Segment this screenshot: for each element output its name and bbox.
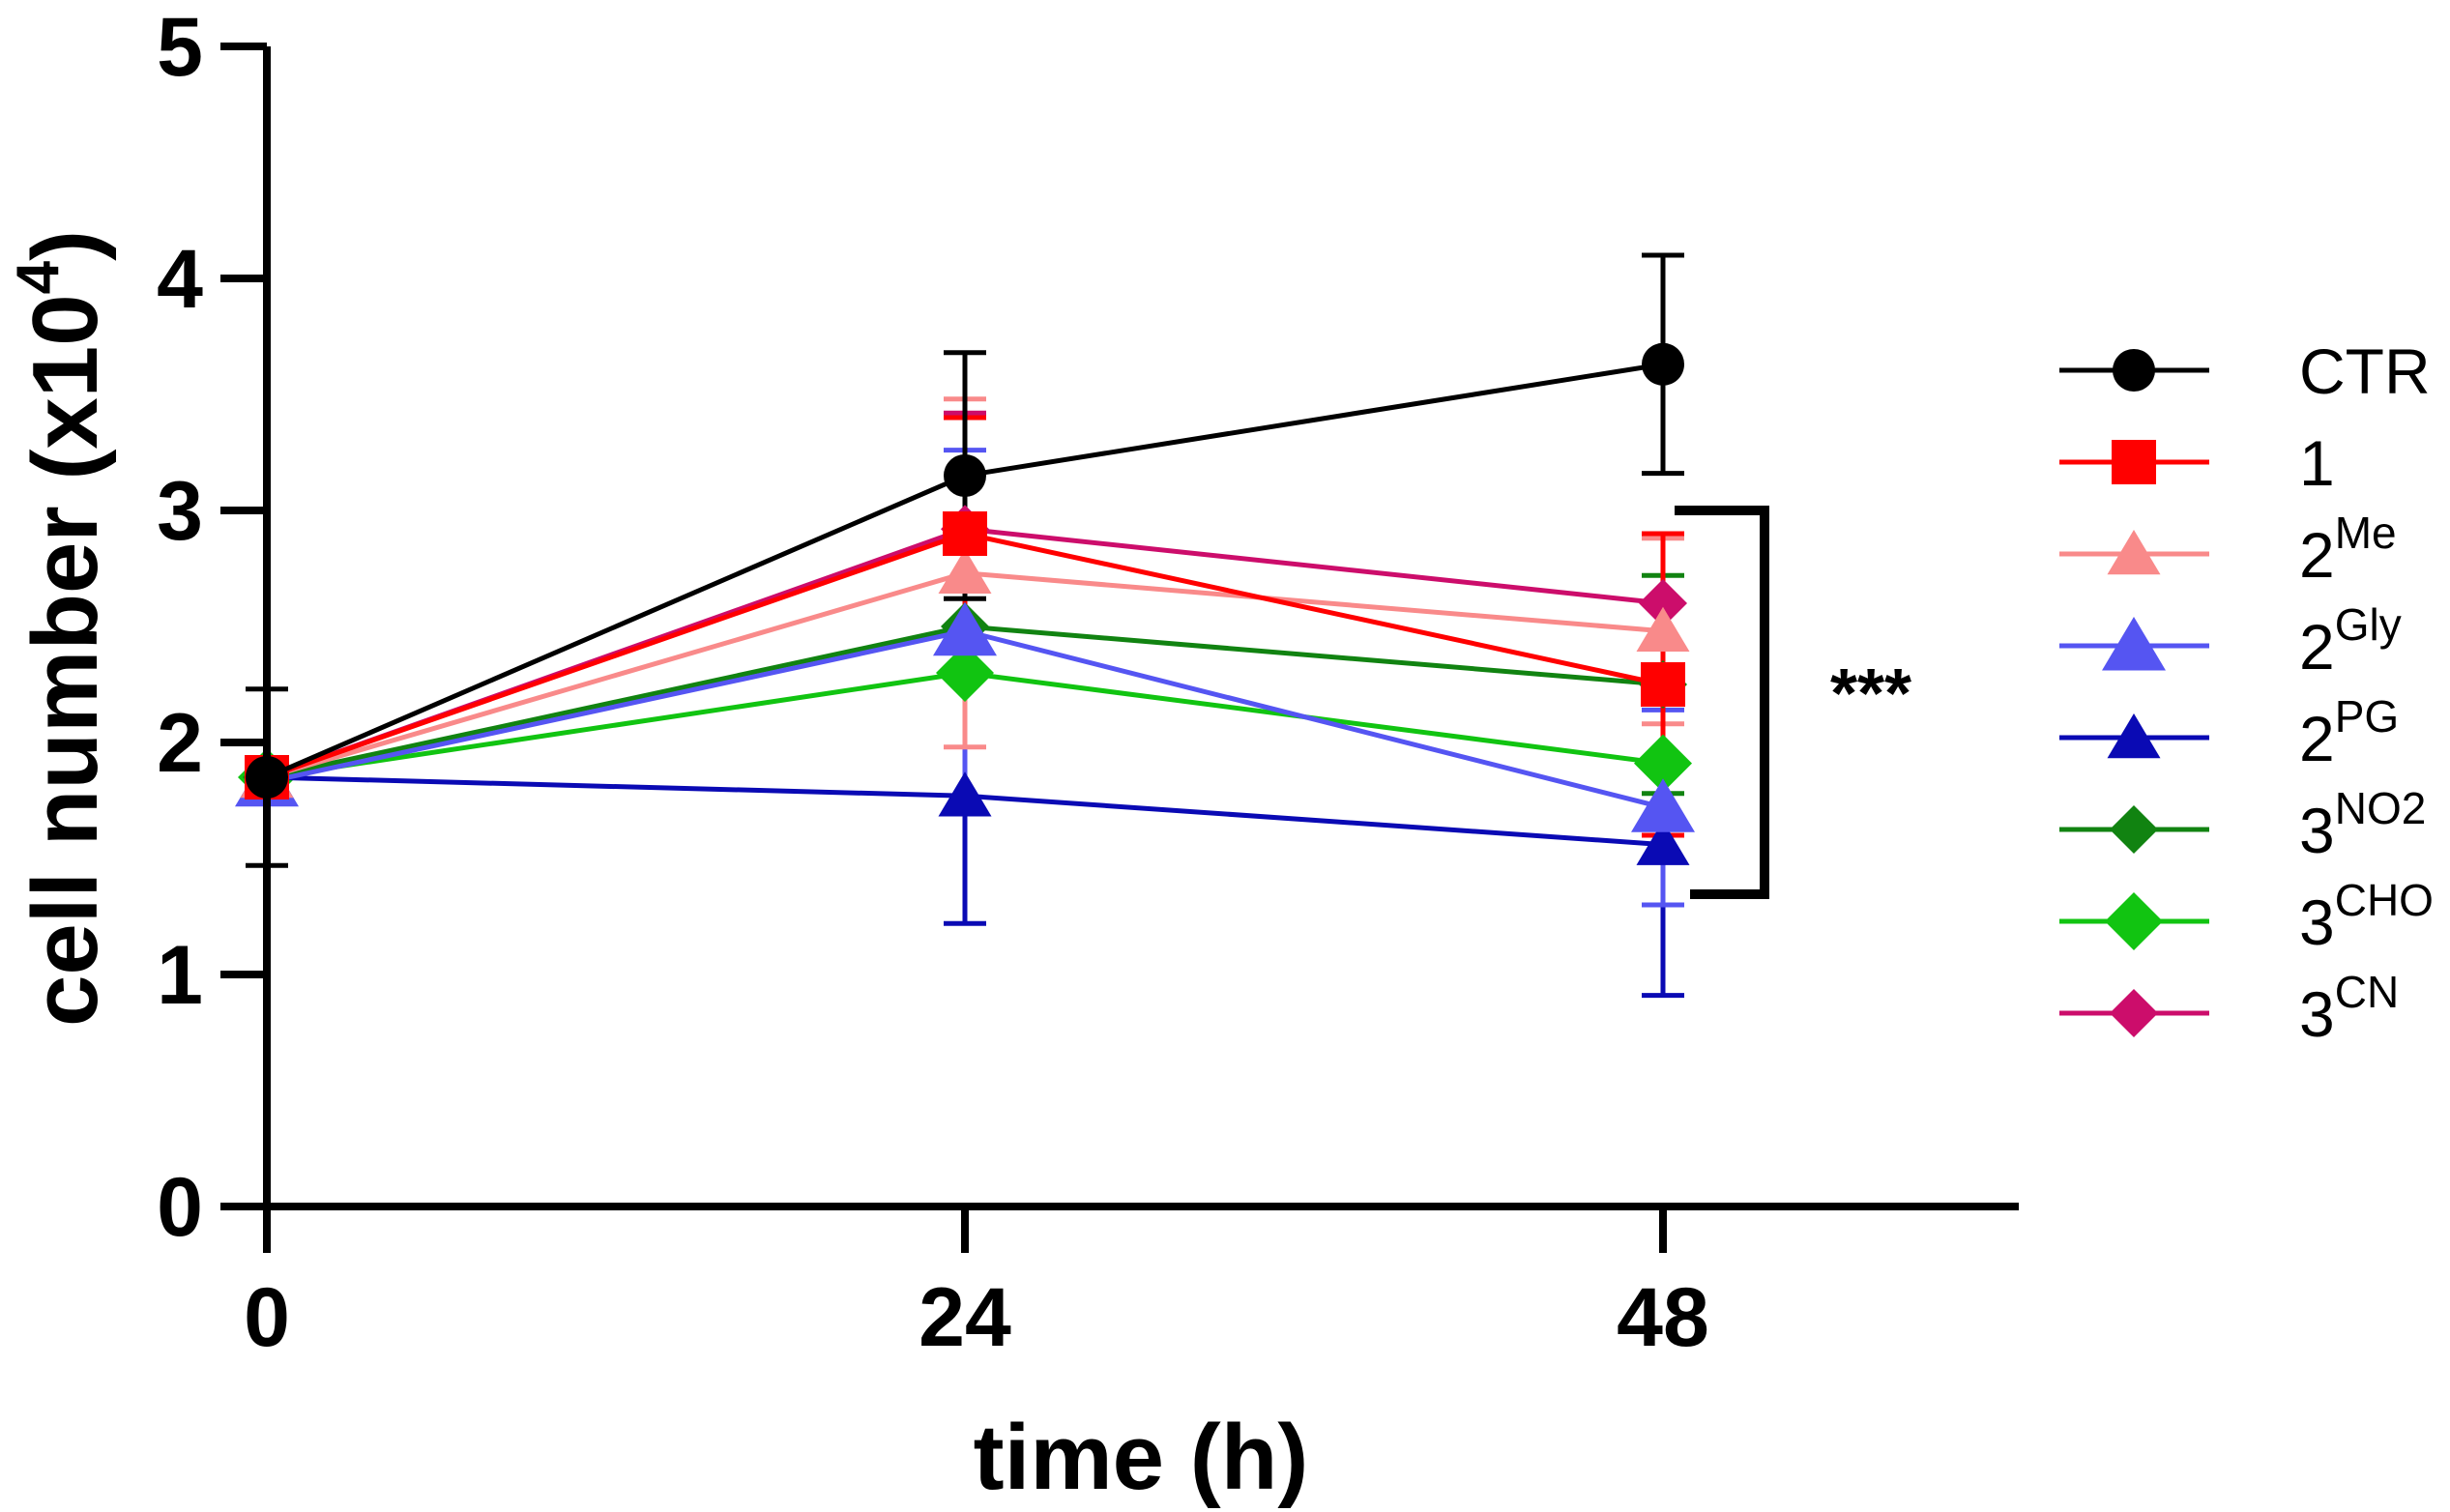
legend-item-ctr: CTR xyxy=(2059,335,2431,407)
legend-marker xyxy=(2110,805,2158,854)
significance-bracket-line xyxy=(1675,506,1769,899)
x-axis: 0 24 48 xyxy=(244,1203,2019,1364)
series-ctr xyxy=(246,342,1684,799)
series-s2gly xyxy=(235,601,1695,832)
y-ticks: 0 1 2 3 4 5 xyxy=(157,1,267,1254)
y-tick-label: 2 xyxy=(157,697,203,790)
legend-label-superscript: NO2 xyxy=(2335,783,2427,833)
legend-label: 2Me xyxy=(2299,508,2397,591)
data-point xyxy=(1636,606,1690,653)
legend-marker xyxy=(2107,530,2161,575)
y-axis: 0 1 2 3 4 5 xyxy=(157,1,271,1254)
data-point xyxy=(1642,342,1684,386)
data-point xyxy=(1641,662,1685,707)
error-bars-s2me xyxy=(944,396,1684,750)
legend-label-superscript: PG xyxy=(2335,691,2399,741)
legend-label-superscript: Gly xyxy=(2335,599,2402,650)
legend-item-s2me: 2Me xyxy=(2059,508,2397,591)
legend-label-text: 3 xyxy=(2299,978,2335,1050)
y-axis-title-main: cell number (x10 xyxy=(14,294,117,1027)
significance-bracket: *** xyxy=(1675,506,1911,899)
y-tick-label: 1 xyxy=(157,929,203,1022)
legend-label-text: 3 xyxy=(2299,887,2335,958)
legend-label-superscript: Me xyxy=(2335,508,2397,558)
legend-item-s2gly: 2Gly xyxy=(2059,599,2402,683)
legend-item-s3cn: 3CN xyxy=(2059,967,2399,1050)
legend-item-s1: 1 xyxy=(2059,427,2335,499)
y-tick-label: 4 xyxy=(157,233,203,326)
x-tick-label: 24 xyxy=(919,1271,1011,1364)
y-axis-title: cell number (x104) xyxy=(5,230,117,1027)
legend-label: 3NO2 xyxy=(2299,783,2426,866)
y-tick-label: 3 xyxy=(157,465,203,558)
legend-label: 1 xyxy=(2299,427,2335,499)
legend-label-text: 2 xyxy=(2299,519,2335,591)
y-axis-title-close: ) xyxy=(14,230,117,261)
y-tick-label: 0 xyxy=(157,1161,203,1254)
legend-label-text: 1 xyxy=(2299,427,2335,499)
legend-marker xyxy=(2113,349,2155,392)
legend-marker xyxy=(2110,989,2158,1037)
data-point xyxy=(1631,778,1695,832)
legend-marker xyxy=(2112,440,2156,484)
legend-item-s2pg: 2PG xyxy=(2059,691,2399,774)
legend-label-superscript: CN xyxy=(2335,967,2399,1017)
legend-label-superscript: CHO xyxy=(2335,875,2434,925)
legend-label-text: 2 xyxy=(2299,703,2335,774)
x-tick-label: 48 xyxy=(1617,1271,1709,1364)
legend-item-s3no2: 3NO2 xyxy=(2059,783,2426,866)
significance-label: *** xyxy=(1830,655,1911,733)
data-point xyxy=(943,511,987,556)
y-axis-title-superscript: 4 xyxy=(5,260,72,294)
legend-label: 3CHO xyxy=(2299,875,2434,958)
legend-marker xyxy=(2105,892,2163,950)
legend-item-s3cho: 3CHO xyxy=(2059,875,2434,958)
legend-label-text: CTR xyxy=(2299,335,2431,407)
legend-marker xyxy=(2107,713,2161,759)
x-axis-title: time (h) xyxy=(974,1406,1309,1509)
series-layer xyxy=(235,252,1695,999)
legend-label: 2Gly xyxy=(2299,599,2402,683)
data-point xyxy=(944,454,986,497)
legend-label-text: 2 xyxy=(2299,611,2335,683)
data-point xyxy=(933,601,997,656)
data-point xyxy=(938,771,992,817)
error-bars-s1 xyxy=(944,415,1684,838)
data-point xyxy=(1639,579,1687,627)
legend-label: 2PG xyxy=(2299,691,2399,774)
legend-marker xyxy=(2102,617,2166,671)
legend-label: 3CN xyxy=(2299,967,2399,1050)
x-ticks: 0 24 48 xyxy=(244,1207,1709,1364)
y-tick-label: 5 xyxy=(157,1,203,94)
data-point xyxy=(1636,820,1690,865)
x-tick-label: 0 xyxy=(244,1271,290,1364)
data-point xyxy=(938,548,992,595)
data-point xyxy=(936,644,994,702)
data-point xyxy=(1634,734,1692,793)
legend-label-text: 3 xyxy=(2299,795,2335,866)
legend-label: CTR xyxy=(2299,335,2431,407)
